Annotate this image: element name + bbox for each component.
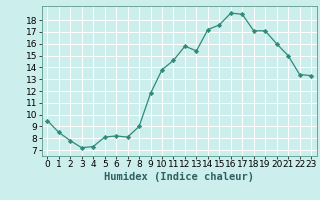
X-axis label: Humidex (Indice chaleur): Humidex (Indice chaleur) (104, 172, 254, 182)
